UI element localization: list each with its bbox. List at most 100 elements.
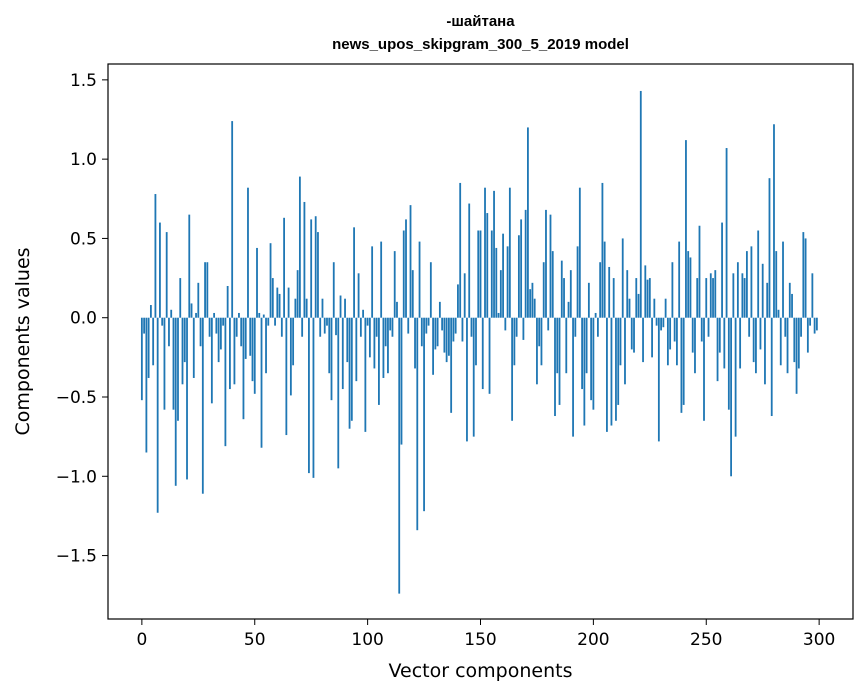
bar (445, 317, 448, 363)
bar (454, 317, 457, 334)
y-tick-label: 1.5 (70, 71, 97, 91)
bar (515, 317, 518, 337)
bar (357, 273, 360, 318)
bar (809, 317, 812, 326)
bar (461, 317, 464, 342)
y-tick-label: 1.0 (70, 150, 97, 170)
x-tick-label: 250 (690, 630, 722, 650)
bar (653, 298, 656, 318)
bar (210, 317, 213, 404)
bar (497, 312, 500, 318)
bar (285, 317, 288, 436)
bar (673, 317, 676, 342)
bar (233, 317, 236, 385)
bar (479, 230, 482, 318)
bar (328, 317, 331, 374)
bar (520, 219, 523, 318)
bar (278, 293, 281, 318)
bar (346, 317, 349, 363)
bar (165, 232, 168, 318)
y-tick-label: −1.5 (56, 547, 97, 567)
bar (362, 309, 365, 318)
bar (696, 278, 699, 318)
bar (262, 314, 265, 318)
bar (572, 317, 574, 437)
bar (172, 317, 175, 410)
bar (353, 227, 355, 318)
chart-title-line2: news_upos_skipgram_300_5_2019 model (332, 36, 629, 53)
bar (727, 317, 730, 410)
bar (181, 317, 184, 385)
bar (387, 317, 389, 374)
bar (244, 317, 247, 359)
bar (554, 317, 556, 417)
bar (529, 289, 532, 318)
bar (224, 317, 227, 447)
bar (222, 317, 225, 326)
bar (215, 317, 218, 334)
bar (429, 262, 432, 318)
bar (558, 317, 561, 405)
bar (368, 317, 371, 358)
bar (506, 246, 509, 318)
bar (217, 317, 220, 363)
bar (723, 317, 726, 369)
bar (402, 230, 405, 318)
bar (247, 187, 249, 318)
bar (170, 309, 173, 318)
x-tick-label: 100 (351, 630, 383, 650)
bar (298, 176, 301, 318)
bar (759, 317, 762, 350)
bar (197, 282, 200, 318)
bar (314, 216, 317, 318)
bar (312, 317, 315, 478)
bar (359, 317, 362, 337)
bar (508, 187, 511, 318)
bar (707, 317, 710, 337)
bar (533, 298, 536, 318)
bar (199, 317, 202, 347)
bar (718, 317, 721, 353)
bar (411, 270, 414, 318)
bar (594, 312, 597, 318)
bar (745, 251, 748, 318)
bar (154, 194, 157, 318)
bar (549, 214, 552, 318)
bar (811, 273, 814, 318)
bar (703, 317, 705, 421)
bar (344, 298, 346, 318)
bar (630, 317, 633, 350)
bar (730, 317, 732, 477)
bar (310, 219, 313, 318)
bar (700, 317, 703, 342)
bar (606, 317, 608, 432)
bar (694, 317, 696, 374)
bar (159, 222, 161, 318)
bar (662, 317, 665, 328)
bar (179, 278, 182, 318)
bar (466, 317, 468, 442)
bar (219, 317, 222, 350)
bar (303, 201, 306, 318)
bar (206, 262, 209, 318)
bar (800, 317, 802, 337)
bar (472, 317, 475, 437)
bar (646, 279, 649, 318)
bar (271, 278, 274, 318)
bar (427, 317, 430, 326)
bar (633, 317, 635, 353)
x-tick-label: 300 (803, 630, 835, 650)
plot-frame (107, 63, 854, 620)
bar (637, 293, 640, 318)
bar (560, 260, 563, 318)
bar (393, 251, 396, 318)
bar (556, 317, 559, 374)
bar (709, 273, 712, 318)
bar (149, 305, 152, 318)
bar (280, 317, 283, 337)
bar (585, 317, 588, 374)
bar (545, 209, 547, 318)
bar (147, 317, 150, 378)
bar (414, 317, 416, 369)
bar (743, 278, 746, 318)
